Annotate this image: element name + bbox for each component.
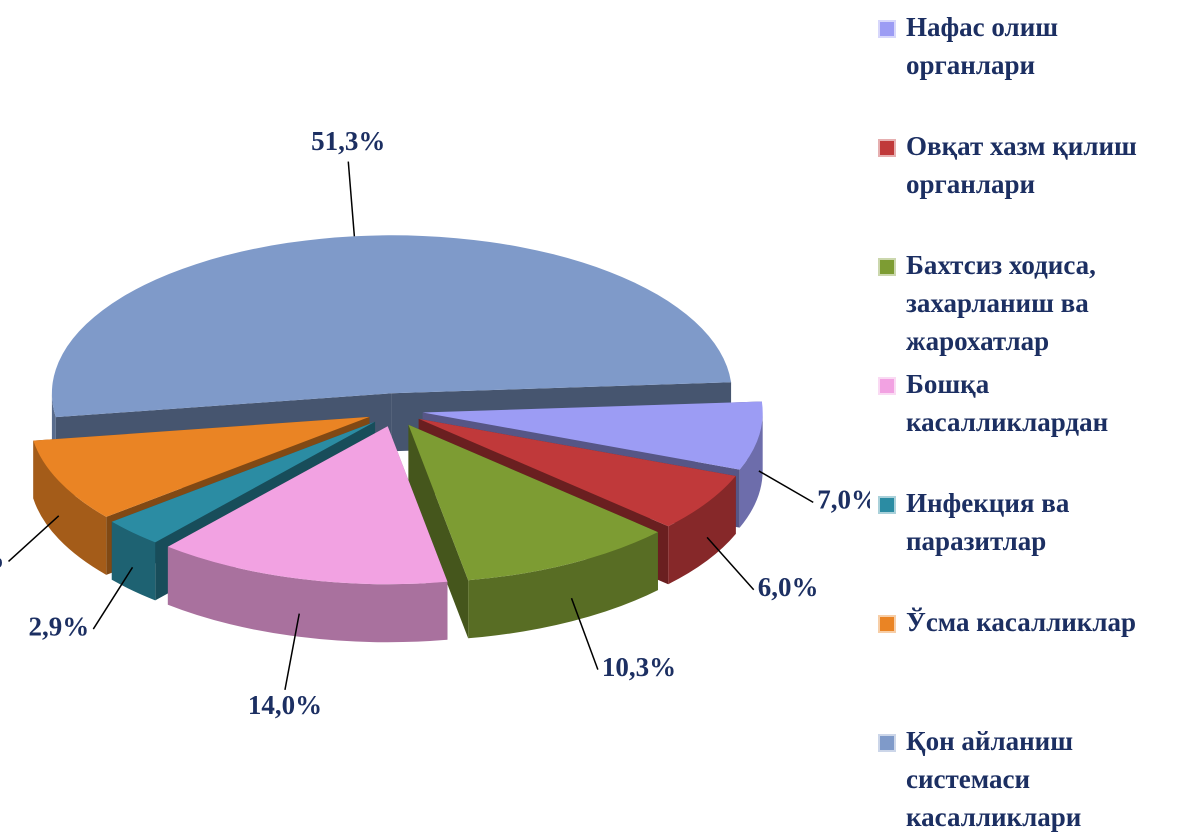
legend-item: Овқат хазм қилиш органлари bbox=[878, 127, 1173, 203]
slice-wall bbox=[111, 421, 376, 580]
legend-label: Овқат хазм қилиш органлари bbox=[906, 131, 1137, 199]
data-label: 10,3% bbox=[602, 652, 676, 682]
legend-label: Бошқа касалликлардан bbox=[906, 369, 1109, 437]
legend-label: Қон айланиш системаси касалликлари bbox=[906, 726, 1082, 832]
chart: 7,0% 6,0% 10,3% 14,0% 2,9% 8,5% 51,3% bbox=[0, 126, 870, 720]
slice-side bbox=[167, 546, 448, 643]
slice-side bbox=[668, 476, 736, 585]
slice bbox=[33, 416, 370, 517]
legend-label: Инфекция ва паразитлар bbox=[906, 488, 1070, 556]
legend-label: Нафас олиш органлари bbox=[906, 12, 1059, 80]
legend-item: Қон айланиш системаси касалликлари bbox=[878, 722, 1173, 836]
leader-line bbox=[758, 470, 814, 504]
data-label: 7,0% bbox=[817, 485, 870, 515]
legend-label: Бахтсиз ходиса, захарланиш ва жарохатлар bbox=[906, 250, 1096, 356]
slice-side bbox=[111, 521, 156, 601]
slice bbox=[422, 401, 763, 470]
legend-swatch bbox=[878, 377, 896, 395]
leader-line bbox=[570, 597, 599, 670]
data-label: 51,3% bbox=[311, 126, 385, 156]
slice bbox=[408, 424, 658, 581]
leader-line bbox=[347, 161, 356, 237]
leader-line bbox=[706, 536, 755, 591]
legend-swatch bbox=[878, 139, 896, 157]
slice bbox=[111, 421, 376, 543]
legend-swatch bbox=[878, 258, 896, 276]
data-label: 14,0% bbox=[248, 690, 322, 720]
slice-side bbox=[468, 532, 658, 639]
legend-swatch bbox=[878, 734, 896, 752]
data-label: 6,0% bbox=[758, 572, 819, 602]
slice-wall bbox=[408, 424, 469, 639]
legend-swatch bbox=[878, 615, 896, 633]
data-label: 8,5% bbox=[0, 544, 5, 574]
legend-item: Бошқа касалликлардан bbox=[878, 365, 1173, 441]
leader-line bbox=[92, 566, 134, 630]
leader-line bbox=[284, 613, 300, 691]
slice bbox=[418, 418, 736, 527]
slice-side bbox=[33, 440, 107, 575]
leader-line bbox=[8, 515, 60, 562]
legend-item: Бахтсиз ходиса, захарланиш ва жарохатлар bbox=[878, 246, 1173, 360]
data-label: 2,9% bbox=[29, 611, 90, 641]
slice bbox=[51, 235, 732, 418]
legend-item: Нафас олиш органлари bbox=[878, 8, 1173, 84]
legend-item: Ўсма касалликлар bbox=[878, 603, 1173, 641]
slice-side bbox=[739, 412, 763, 528]
legend-item: Инфекция ва паразитлар bbox=[878, 484, 1173, 560]
slice bbox=[167, 426, 448, 585]
legend-swatch bbox=[878, 20, 896, 38]
legend-label: Ўсма касалликлар bbox=[906, 607, 1137, 637]
legend-swatch bbox=[878, 496, 896, 514]
